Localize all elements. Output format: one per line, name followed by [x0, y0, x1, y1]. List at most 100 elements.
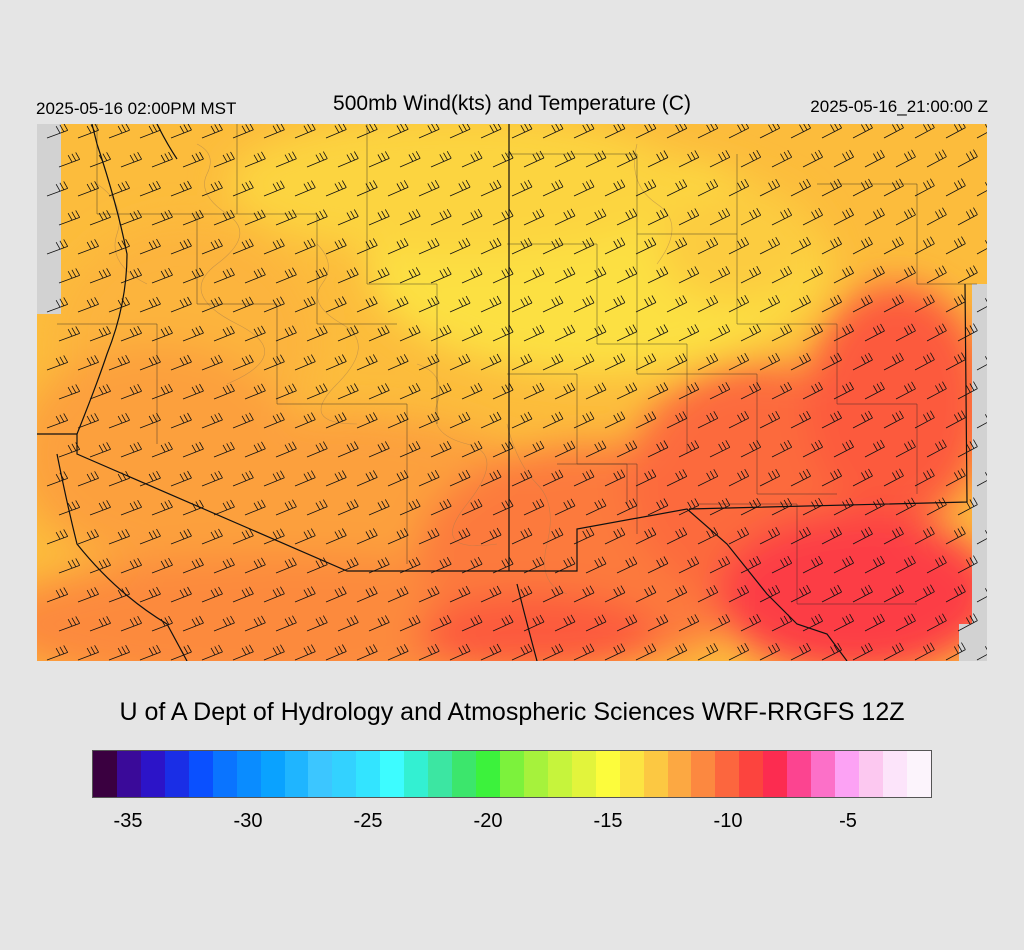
wind-barb	[182, 383, 204, 400]
wind-barb	[182, 151, 204, 168]
wind-barb	[418, 586, 440, 603]
wind-barb	[635, 643, 657, 661]
wind-barb	[89, 152, 111, 168]
wind-barb	[77, 529, 99, 545]
colorbar-swatch	[619, 751, 644, 797]
wind-barb	[864, 265, 885, 284]
wind-barb	[523, 556, 545, 574]
wind-barb	[709, 556, 731, 574]
wind-barb	[821, 236, 842, 255]
wind-barb	[201, 644, 223, 661]
wind-barb	[511, 643, 533, 661]
wind-barb	[895, 149, 916, 168]
wind-barb	[356, 124, 378, 139]
wind-barb	[418, 412, 440, 429]
wind-barb	[604, 585, 626, 603]
wind-barb	[821, 124, 842, 139]
wind-barb	[771, 614, 793, 632]
colorbar-swatch	[787, 751, 812, 797]
wind-barb	[430, 557, 452, 574]
wind-barb	[263, 644, 285, 661]
wind-barb	[244, 325, 266, 342]
wind-barb	[139, 470, 161, 487]
wind-barb	[275, 441, 297, 458]
wind-barb	[585, 382, 607, 400]
colorbar-tick-label: -35	[113, 810, 143, 832]
wind-barb	[170, 412, 192, 429]
wind-barb	[449, 527, 471, 545]
wind-barb	[914, 178, 935, 197]
wind-barb	[108, 471, 130, 487]
wind-barb	[926, 555, 947, 574]
wind-barb	[728, 179, 750, 197]
wind-barb	[647, 498, 669, 516]
wind-barb	[492, 556, 514, 574]
wind-barb	[976, 240, 987, 255]
wind-barb	[635, 295, 657, 313]
wind-barb	[883, 526, 904, 545]
wind-barb	[151, 441, 173, 458]
wind-barb	[697, 527, 719, 545]
wind-barb	[647, 208, 669, 226]
wind-barb	[182, 615, 204, 632]
wind-barb	[740, 440, 762, 458]
wind-barb	[108, 124, 130, 139]
wind-barb	[759, 411, 781, 429]
wind-barb	[46, 471, 69, 487]
wind-barb	[294, 528, 316, 545]
wind-barb	[833, 207, 854, 226]
wind-barb	[802, 265, 823, 284]
wind-barb	[263, 354, 285, 371]
wind-barb	[368, 557, 390, 574]
wind-barb	[182, 209, 204, 226]
wind-barb	[511, 353, 533, 371]
wind-barb	[306, 383, 328, 400]
wind-barb	[89, 384, 111, 400]
wind-barb	[802, 207, 823, 226]
wind-barb	[511, 124, 533, 139]
wind-barb	[666, 411, 688, 429]
colorbar-swatch	[308, 751, 333, 797]
wind-barb	[151, 325, 173, 342]
colorbar-swatch	[739, 751, 764, 797]
wind-barb	[77, 587, 99, 603]
wind-barb	[511, 411, 533, 429]
wind-barb	[139, 354, 161, 371]
wind-barb	[244, 209, 266, 226]
wind-barb	[976, 356, 987, 371]
wind-barb	[585, 324, 607, 342]
wind-barb	[182, 499, 204, 516]
wind-barb	[728, 353, 750, 371]
wind-barb	[883, 642, 904, 661]
wind-barb	[616, 266, 638, 284]
wind-barb	[771, 498, 793, 516]
no-data-bottom-right	[959, 624, 987, 661]
wind-barb	[430, 499, 452, 516]
wind-barb	[263, 412, 285, 429]
wind-barb	[585, 150, 607, 168]
wind-barb	[430, 151, 452, 168]
wind-barb	[635, 469, 657, 487]
wind-barb	[740, 614, 762, 632]
wind-barb	[232, 412, 254, 429]
wind-barb	[926, 149, 947, 168]
wind-barb	[337, 383, 359, 400]
wind-barb	[108, 413, 130, 429]
colorbar-swatch	[380, 751, 405, 797]
wind-barb	[666, 237, 688, 255]
wind-barb	[120, 616, 142, 632]
wind-barb	[852, 526, 873, 545]
wind-barb	[492, 150, 514, 168]
wind-barb	[418, 644, 440, 661]
wind-barb	[697, 295, 719, 313]
wind-barb	[46, 587, 69, 603]
colorbar-swatch	[236, 751, 261, 797]
map-title: 500mb Wind(kts) and Temperature (C)	[333, 92, 691, 115]
wind-barb	[771, 382, 793, 400]
wind-barb	[511, 469, 533, 487]
wind-barb	[294, 586, 316, 603]
wind-barb	[325, 238, 347, 255]
wind-barb	[790, 410, 811, 429]
wind-barb	[573, 469, 595, 487]
wind-barb	[139, 586, 161, 603]
